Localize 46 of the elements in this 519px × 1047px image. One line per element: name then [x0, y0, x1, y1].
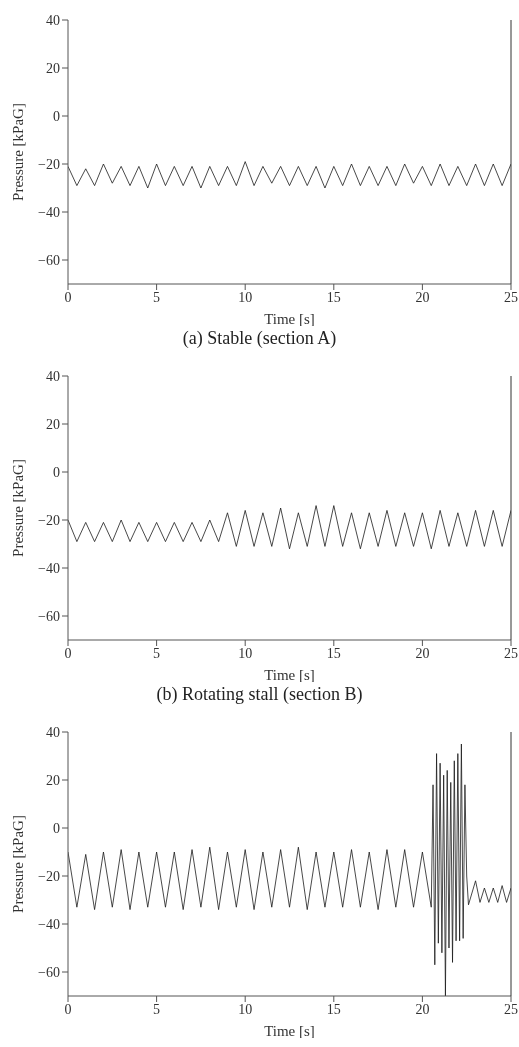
y-axis-title: Pressure [kPaG] [10, 103, 27, 201]
x-tick-label: 10 [238, 1001, 253, 1017]
x-tick-label: 5 [153, 1001, 161, 1017]
x-tick-label: 0 [64, 645, 72, 661]
y-tick-label: 20 [46, 772, 60, 788]
x-tick-label: 20 [415, 1001, 430, 1017]
x-axis-title: Time [s] [264, 311, 315, 327]
x-tick-label: 25 [504, 1001, 518, 1017]
line-series [68, 161, 511, 189]
x-tick-label: 25 [504, 645, 518, 661]
x-tick-label: 15 [326, 645, 341, 661]
line-series [68, 505, 511, 550]
x-tick-label: 20 [415, 645, 430, 661]
y-tick-label: 40 [46, 368, 60, 384]
y-tick-label: −40 [38, 204, 60, 220]
y-tick-label: −20 [38, 512, 60, 528]
y-tick-label: 40 [46, 12, 60, 28]
x-tick-label: 20 [415, 289, 430, 305]
text: (a) Stable (section A) [181, 328, 338, 350]
y-tick-label: −40 [38, 560, 60, 576]
y-tick-label: 0 [53, 108, 60, 124]
x-tick-label: 10 [238, 645, 253, 661]
x-tick-label: 15 [326, 1001, 341, 1017]
x-tick-label: 5 [153, 289, 161, 305]
y-tick-label: −60 [38, 964, 60, 980]
y-tick-label: −40 [38, 916, 60, 932]
x-axis-title: Time [s] [264, 667, 315, 683]
x-tick-label: 5 [153, 645, 161, 661]
y-tick-label: −20 [38, 156, 60, 172]
y-tick-label: 0 [53, 464, 60, 480]
y-tick-label: 20 [46, 416, 60, 432]
x-axis-title: Time [s] [264, 1023, 315, 1039]
y-tick-label: −60 [38, 608, 60, 624]
y-tick-label: 40 [46, 724, 60, 740]
y-axis-title: Pressure [kPaG] [10, 459, 27, 557]
x-tick-label: 15 [326, 289, 341, 305]
y-tick-label: 20 [46, 60, 60, 76]
x-tick-label: 25 [504, 289, 518, 305]
x-tick-label: 10 [238, 289, 253, 305]
text: (b) Rotating stall (section B) [155, 684, 364, 706]
x-tick-label: 0 [64, 1001, 72, 1017]
y-tick-label: −60 [38, 252, 60, 268]
y-axis-title: Pressure [kPaG] [10, 815, 27, 913]
y-tick-label: 0 [53, 820, 60, 836]
y-tick-label: −20 [38, 868, 60, 884]
x-tick-label: 0 [64, 289, 72, 305]
